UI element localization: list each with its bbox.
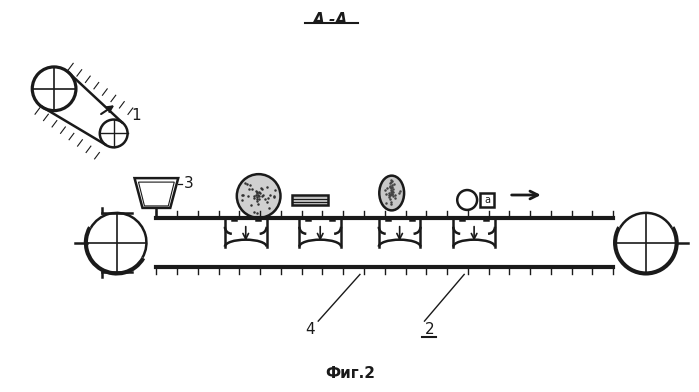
Bar xyxy=(480,193,494,207)
Text: 2: 2 xyxy=(424,321,434,337)
Bar xyxy=(292,195,328,205)
Ellipse shape xyxy=(380,176,404,211)
Text: А -А: А -А xyxy=(312,12,347,27)
Text: 4: 4 xyxy=(305,321,315,337)
Circle shape xyxy=(237,174,280,218)
Text: a: a xyxy=(484,195,490,205)
Text: 1: 1 xyxy=(131,108,141,123)
Text: Фиг.2: Фиг.2 xyxy=(325,366,375,381)
Text: 3: 3 xyxy=(184,176,194,191)
